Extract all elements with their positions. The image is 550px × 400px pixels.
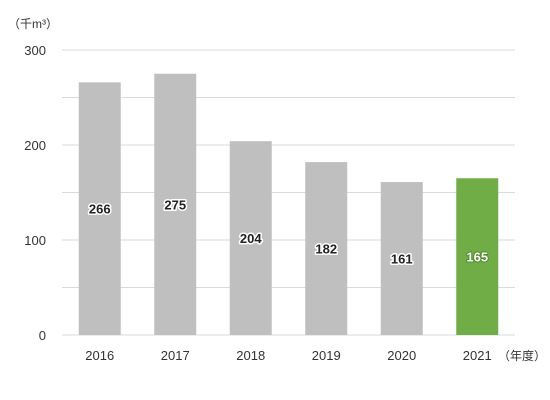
data-labels: 266 275 204 182 161 165	[87, 196, 489, 268]
y-tick-labels: 0 100 200 300	[24, 43, 46, 343]
bar-2018	[229, 141, 272, 335]
bar-2021	[456, 178, 499, 335]
y-tick-label: 0	[39, 328, 46, 343]
data-label-2018: 204	[240, 231, 262, 246]
y-tick-label: 100	[24, 233, 46, 248]
x-tick-label: 2018	[236, 348, 265, 363]
bar-2016	[78, 82, 121, 335]
x-tick-label: 2017	[161, 348, 190, 363]
bar-2019	[305, 162, 348, 335]
x-tick-labels: 2016 2017 2018 2019 2020 2021	[85, 348, 491, 363]
data-label-2016: 266	[89, 202, 111, 217]
gridlines	[62, 49, 515, 336]
x-tick-label: 2019	[312, 348, 341, 363]
data-label-2019: 182	[315, 242, 337, 257]
y-tick-label: 300	[24, 43, 46, 58]
data-label-2021: 165	[466, 250, 488, 265]
x-unit-label: （年度）	[498, 348, 546, 363]
y-unit-label: （千m³）	[8, 17, 58, 31]
data-label-2017: 275	[164, 197, 186, 212]
y-tick-label: 200	[24, 138, 46, 153]
x-tick-label: 2020	[387, 348, 416, 363]
bar-2017	[154, 73, 197, 335]
bars	[78, 73, 499, 335]
x-tick-label: 2021	[463, 348, 492, 363]
data-label-2020: 161	[391, 252, 413, 267]
bar-2020	[380, 182, 423, 335]
x-tick-label: 2016	[85, 348, 114, 363]
